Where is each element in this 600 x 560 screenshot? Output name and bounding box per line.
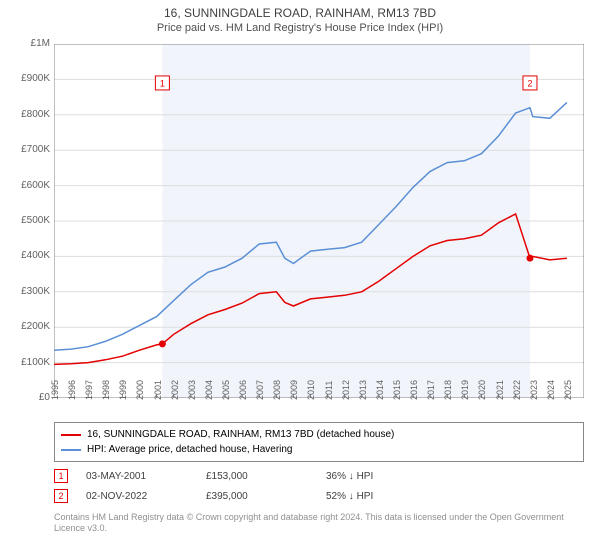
x-tick-label: 2007 xyxy=(255,380,265,400)
y-tick-label: £1M xyxy=(6,38,50,49)
legend-swatch xyxy=(61,449,81,451)
x-tick-label: 1998 xyxy=(101,380,111,400)
x-tick-label: 2024 xyxy=(546,380,556,400)
sale-date: 03-MAY-2001 xyxy=(86,471,206,482)
legend-row: 16, SUNNINGDALE ROAD, RAINHAM, RM13 7BD … xyxy=(61,427,577,442)
x-tick-label: 1996 xyxy=(67,380,77,400)
svg-text:1: 1 xyxy=(160,78,165,88)
sale-marker: 1 xyxy=(54,469,68,483)
sale-date: 02-NOV-2022 xyxy=(86,491,206,502)
x-tick-label: 2018 xyxy=(443,380,453,400)
x-tick-label: 2011 xyxy=(324,381,334,400)
x-tick-label: 2025 xyxy=(563,380,573,400)
sale-diff: 36% ↓ HPI xyxy=(326,471,446,482)
y-tick-label: £900K xyxy=(6,73,50,84)
price-chart: 12 xyxy=(54,44,584,398)
copyright-text: Contains HM Land Registry data © Crown c… xyxy=(54,512,584,535)
x-tick-label: 2023 xyxy=(529,380,539,400)
legend-swatch xyxy=(61,434,81,436)
y-tick-label: £100K xyxy=(6,357,50,368)
x-tick-label: 2003 xyxy=(187,380,197,400)
y-tick-label: £800K xyxy=(6,109,50,120)
x-tick-label: 2019 xyxy=(460,380,470,400)
sale-row: 1 03-MAY-2001£153,00036% ↓ HPI xyxy=(54,466,584,486)
x-tick-label: 2009 xyxy=(289,380,299,400)
x-tick-label: 2014 xyxy=(375,380,385,400)
sale-price: £153,000 xyxy=(206,471,326,482)
sales-table: 1 03-MAY-2001£153,00036% ↓ HPI 2 02-NOV-202… xyxy=(54,466,584,506)
x-tick-label: 1995 xyxy=(50,380,60,400)
legend-row: HPI: Average price, detached house, Have… xyxy=(61,442,577,457)
x-tick-label: 2004 xyxy=(204,380,214,400)
x-tick-label: 2015 xyxy=(392,380,402,400)
legend-label: 16, SUNNINGDALE ROAD, RAINHAM, RM13 7BD … xyxy=(87,429,394,440)
y-tick-label: £400K xyxy=(6,250,50,261)
y-tick-label: £300K xyxy=(6,286,50,297)
x-tick-label: 2000 xyxy=(135,380,145,400)
svg-text:2: 2 xyxy=(527,78,532,88)
y-tick-label: £200K xyxy=(6,321,50,332)
x-tick-label: 2006 xyxy=(238,380,248,400)
sale-marker: 2 xyxy=(54,489,68,503)
x-tick-label: 1997 xyxy=(84,380,94,400)
sale-diff: 52% ↓ HPI xyxy=(326,491,446,502)
y-tick-label: £700K xyxy=(6,144,50,155)
x-tick-label: 2017 xyxy=(426,380,436,400)
x-tick-label: 2013 xyxy=(358,380,368,400)
legend-label: HPI: Average price, detached house, Have… xyxy=(87,444,293,455)
y-tick-label: £600K xyxy=(6,180,50,191)
sale-row: 2 02-NOV-2022£395,00052% ↓ HPI xyxy=(54,486,584,506)
sale-price: £395,000 xyxy=(206,491,326,502)
x-tick-label: 2005 xyxy=(221,380,231,400)
x-tick-label: 1999 xyxy=(118,380,128,400)
y-tick-label: £500K xyxy=(6,215,50,226)
x-tick-label: 2020 xyxy=(477,380,487,400)
x-tick-label: 2008 xyxy=(272,380,282,400)
page-subtitle: Price paid vs. HM Land Registry's House … xyxy=(0,20,600,34)
x-tick-label: 2002 xyxy=(170,380,180,400)
legend: 16, SUNNINGDALE ROAD, RAINHAM, RM13 7BD … xyxy=(54,422,584,462)
y-tick-label: £0 xyxy=(6,392,50,403)
page-title: 16, SUNNINGDALE ROAD, RAINHAM, RM13 7BD xyxy=(0,0,600,20)
x-tick-label: 2022 xyxy=(512,380,522,400)
x-tick-label: 2010 xyxy=(306,380,316,400)
x-tick-label: 2012 xyxy=(341,380,351,400)
x-tick-label: 2001 xyxy=(153,380,163,400)
x-tick-label: 2016 xyxy=(409,380,419,400)
x-tick-label: 2021 xyxy=(495,380,505,400)
